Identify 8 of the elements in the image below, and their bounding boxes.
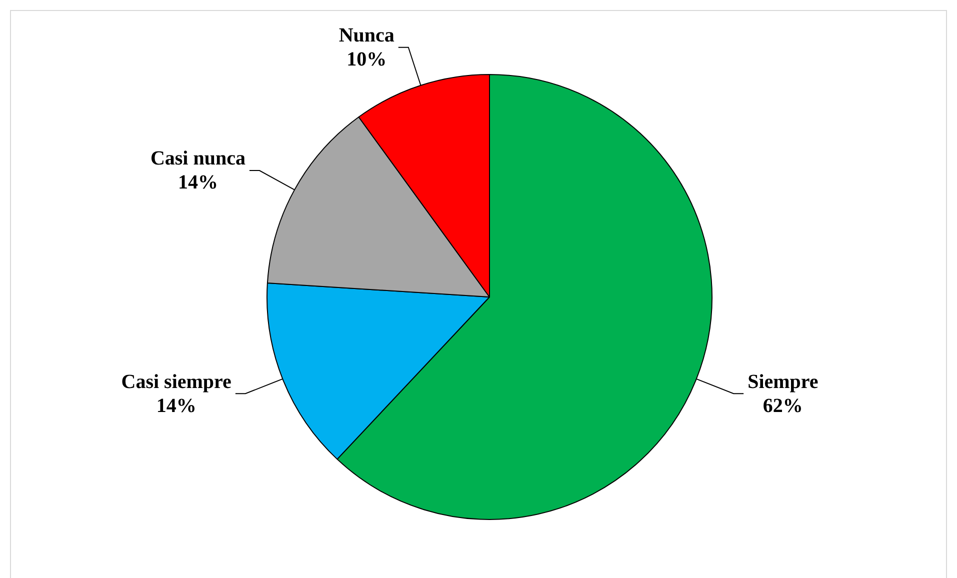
slice-label: Casi nunca [150,148,246,170]
data-label: 14% [178,172,218,194]
slice-label: Siempre [748,370,818,393]
slice-label: Nunca [338,24,394,47]
data-label: 62% [762,394,803,417]
data-label: 14% [156,394,196,417]
data-label: 10% [346,48,387,71]
slice-label: Casi siempre [121,370,232,393]
